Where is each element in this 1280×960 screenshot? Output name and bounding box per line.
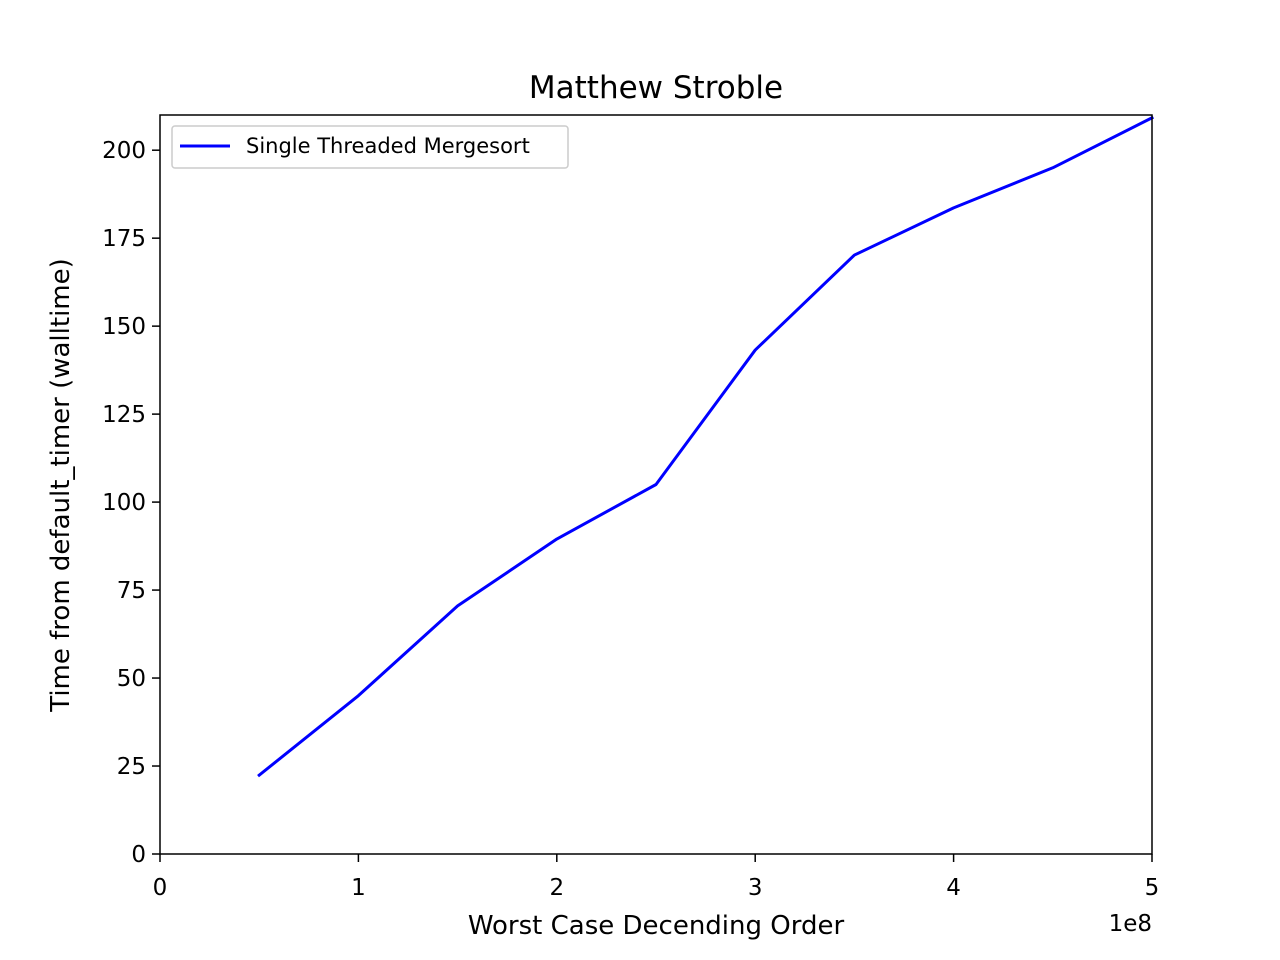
x-tick-label: 5 <box>1145 875 1160 901</box>
series-layer <box>257 115 1155 778</box>
y-axis-label: Time from default_timer (walltime) <box>46 258 76 713</box>
y-tick-label: 175 <box>102 226 146 252</box>
x-tick-label: 1 <box>351 875 366 901</box>
y-tick-label: 25 <box>117 754 146 780</box>
legend-box <box>171 125 569 169</box>
y-axis-ticks: 0 25 50 75 100 125 150 175 200 <box>102 138 160 868</box>
legend-label: Single Threaded Mergesort <box>246 134 530 158</box>
x-tick-label: 4 <box>946 875 961 901</box>
chart-title: Matthew Stroble <box>529 70 783 106</box>
legend: Single Threaded Mergesort <box>171 125 569 169</box>
x-axis-ticks: 0 1 2 3 4 5 <box>153 854 1160 901</box>
plot-frame <box>159 114 1153 855</box>
y-tick-label: 0 <box>131 842 146 868</box>
x-tick-label: 3 <box>748 875 763 901</box>
y-tick-label: 100 <box>102 490 146 516</box>
y-tick-label: 200 <box>102 138 146 164</box>
x-axis-label: Worst Case Decending Order <box>468 911 845 941</box>
y-tick-label: 50 <box>117 666 146 692</box>
x-axis-offset-label: 1e8 <box>1109 911 1152 937</box>
y-tick-label: 150 <box>102 314 146 340</box>
x-tick-label: 2 <box>549 875 564 901</box>
x-tick-label: 0 <box>153 875 168 901</box>
series-line <box>257 115 1155 778</box>
y-tick-label: 75 <box>117 578 146 604</box>
y-tick-label: 125 <box>102 402 146 428</box>
